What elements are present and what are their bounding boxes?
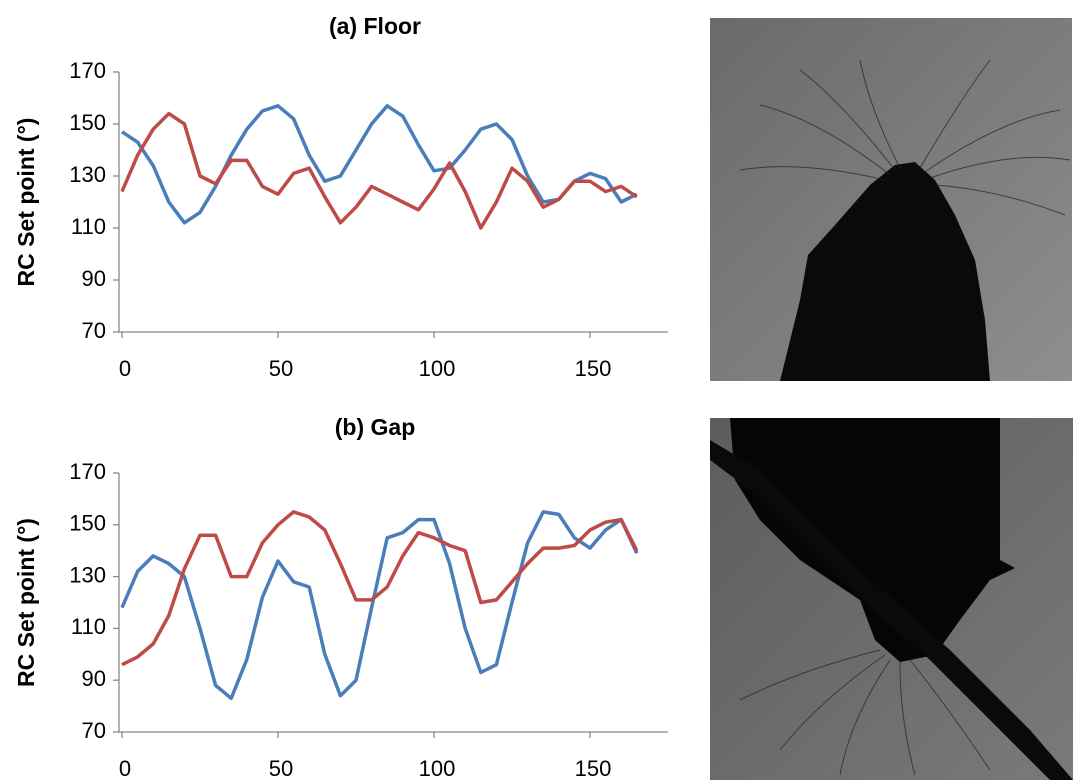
y-tick-label: 170: [69, 58, 106, 83]
y-tick-label: 70: [82, 318, 106, 343]
x-tick-label: 100: [419, 356, 456, 381]
x-tick-label: 100: [419, 756, 456, 780]
y-tick-label: 110: [71, 214, 106, 239]
y-tick-label: 150: [69, 511, 106, 536]
chart: (b) Gap RC Set point (°) 70 90 110 130 150 170 0…: [13, 414, 668, 780]
y-axis-label: RC Set point (°): [13, 518, 39, 687]
y-tick-label: 130: [69, 162, 106, 187]
photo-gap: [710, 418, 1073, 780]
chart-title: (a) Floor: [329, 13, 421, 39]
series-line: [122, 512, 637, 665]
x-tick-label: 50: [269, 756, 293, 780]
y-tick-label: 90: [82, 266, 106, 291]
x-tick-label: 150: [575, 756, 612, 780]
series-line: [122, 106, 637, 223]
x-tick-label: 0: [119, 356, 131, 381]
chart: (a) Floor RC Set point (°) 70 90 110 130 150 17…: [13, 13, 668, 381]
x-tick-label: 150: [575, 356, 612, 381]
y-axis-label: RC Set point (°): [13, 118, 39, 287]
y-tick-label: 90: [82, 666, 106, 691]
y-tick-label: 70: [82, 718, 106, 743]
figure: (a) Floor RC Set point (°) 70 90 110 130 150 17…: [0, 0, 1073, 780]
y-tick-label: 170: [69, 459, 106, 484]
photo-floor: [710, 18, 1072, 381]
chart-title: (b) Gap: [335, 414, 416, 440]
x-tick-label: 50: [269, 356, 293, 381]
x-tick-label: 0: [119, 756, 131, 780]
y-tick-label: 110: [71, 614, 106, 639]
y-tick-label: 150: [69, 110, 106, 135]
y-tick-label: 130: [69, 562, 106, 587]
